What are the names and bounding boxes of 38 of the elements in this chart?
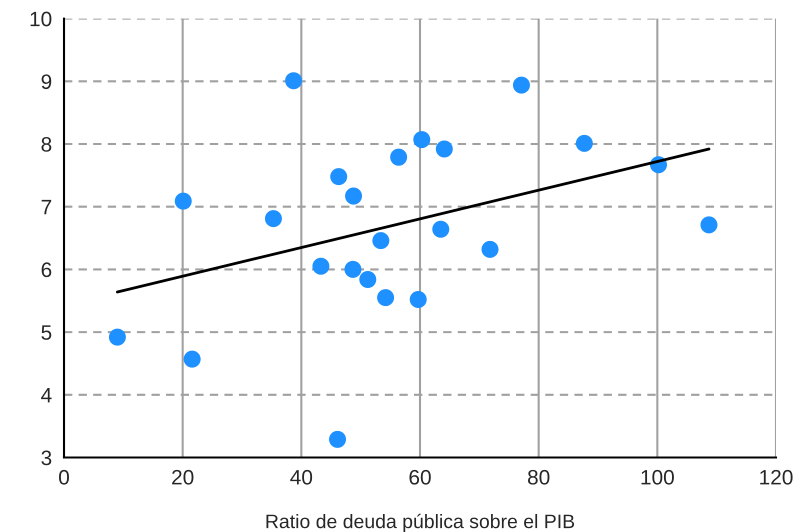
x-tick-label: 0	[59, 470, 69, 485]
point	[312, 258, 330, 275]
y-tick-label: 7	[42, 200, 52, 214]
y-tick-label: 5	[41, 325, 52, 340]
point	[372, 232, 390, 250]
point	[108, 328, 126, 346]
y-tick-label: 3	[41, 450, 52, 466]
point	[410, 291, 427, 308]
point	[512, 76, 530, 94]
x-tick-label: 80	[528, 470, 550, 485]
point	[436, 140, 453, 158]
point	[184, 350, 201, 368]
y-tick-label: 4	[41, 388, 52, 402]
point	[329, 430, 346, 448]
x-tick-label: 40	[290, 470, 312, 485]
point	[330, 168, 348, 186]
y-tick-label: 6	[42, 262, 52, 278]
point	[390, 148, 408, 166]
point	[700, 216, 718, 234]
y-tick-label: 9	[42, 74, 52, 90]
y-tick-label: 10	[30, 12, 52, 26]
point	[345, 188, 362, 205]
y-tick-label: 8	[42, 137, 52, 152]
x-tick-label: 120	[760, 470, 793, 485]
x-axis-title: Ratio de deuda pública sobre el PIB	[266, 514, 574, 532]
x-tick-label: 100	[642, 470, 674, 485]
point	[576, 134, 593, 152]
point	[413, 131, 430, 148]
point	[264, 210, 282, 228]
x-tick-label: 20	[172, 470, 194, 485]
point	[377, 289, 394, 306]
x-tick-label: 60	[409, 470, 431, 485]
point	[285, 72, 302, 90]
point	[432, 220, 450, 238]
point	[482, 240, 499, 258]
point	[359, 270, 376, 288]
point	[174, 192, 192, 210]
point	[344, 260, 362, 278]
